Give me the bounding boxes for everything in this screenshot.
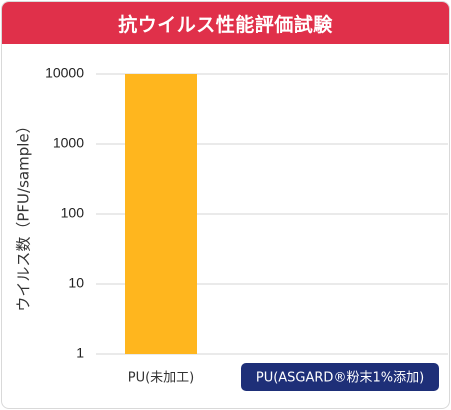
bar-untreated [125, 74, 197, 354]
y-tick-label: 1000 [53, 135, 84, 151]
bars [125, 74, 197, 354]
y-tick-label: 10000 [45, 65, 84, 81]
y-tick-label: 1 [76, 345, 84, 361]
y-axis-ticks: 1 10 100 1000 10000 [45, 65, 84, 361]
x-axis-ticks: PU(未加工) PU(ASGARD®粉末1%添加) [128, 363, 439, 391]
x-tick-label-highlighted: PU(ASGARD®粉末1%添加) [256, 371, 424, 386]
highlight-badge [241, 363, 439, 391]
y-axis-title: ウイルス数（PFU/sample） [15, 118, 33, 311]
chart-header: 抗ウイルス性能評価試験 [2, 2, 449, 44]
y-tick-label: 10 [68, 275, 84, 291]
chart-title: 抗ウイルス性能評価試験 [118, 13, 333, 36]
y-tick-label: 100 [61, 205, 85, 221]
x-tick-label: PU(未加工) [128, 371, 195, 386]
